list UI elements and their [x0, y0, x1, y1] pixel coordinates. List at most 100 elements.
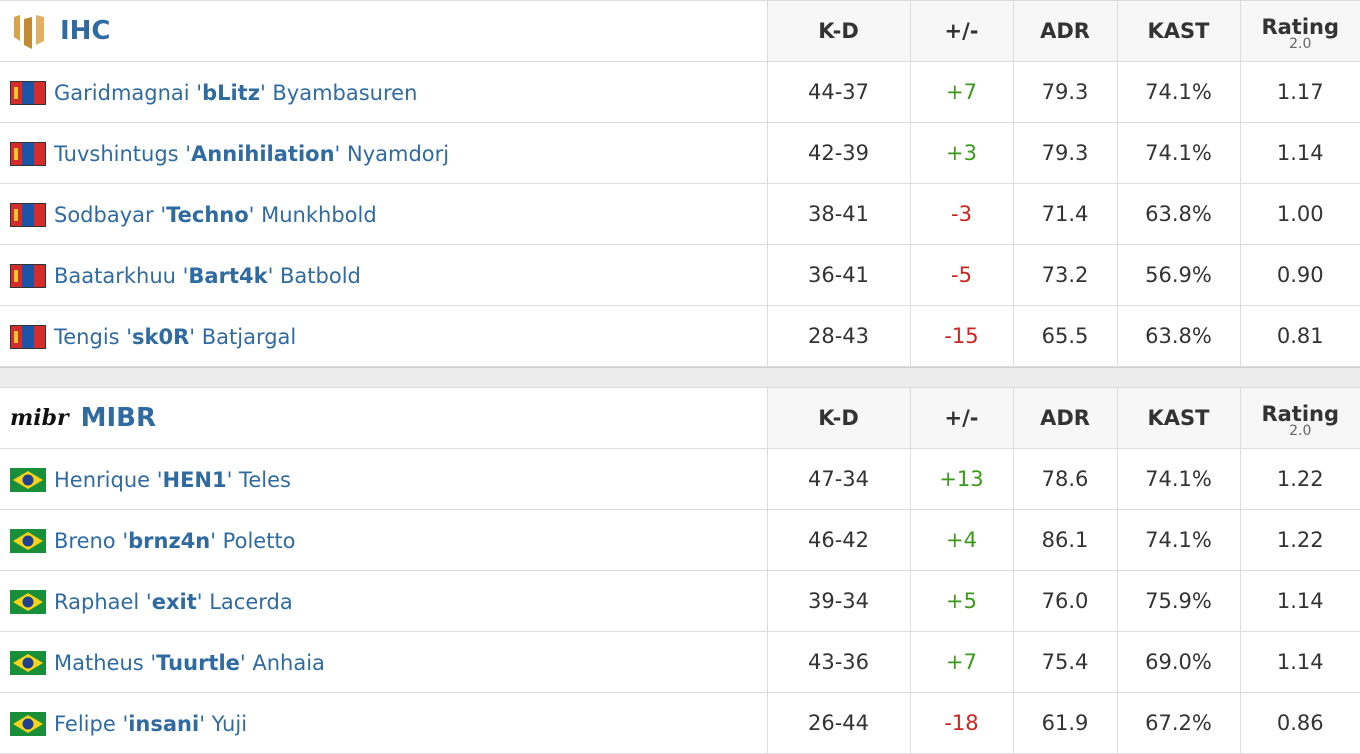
plus-minus: -15 — [944, 324, 978, 348]
player-cell: Matheus 'Tuurtle' Anhaia — [0, 632, 767, 693]
stat-cell: 86.1 — [1013, 510, 1117, 571]
kast: 74.1% — [1145, 141, 1212, 165]
stat-cell: 76.0 — [1013, 571, 1117, 632]
header-label: ADR — [1040, 19, 1090, 43]
player-name[interactable]: Henrique 'HEN1' Teles — [54, 468, 291, 492]
stat-cell: -18 — [910, 693, 1013, 754]
column-header: KAST — [1117, 1, 1240, 62]
name-before: Felipe ' — [54, 712, 128, 736]
flag-brazil — [10, 529, 46, 553]
stat-cell: +13 — [910, 449, 1013, 510]
stat-cell: 38-41 — [767, 184, 910, 245]
name-after: ' Munkhbold — [249, 203, 377, 227]
player-name[interactable]: Matheus 'Tuurtle' Anhaia — [54, 651, 325, 675]
rating: 1.22 — [1277, 467, 1324, 491]
player-cell: Garidmagnai 'bLitz' Byambasuren — [0, 62, 767, 123]
stat-cell: 1.14 — [1240, 123, 1360, 184]
kast: 63.8% — [1145, 324, 1212, 348]
player-name[interactable]: Breno 'brnz4n' Poletto — [54, 529, 296, 553]
stat-cell: 67.2% — [1117, 693, 1240, 754]
nickname: insani — [128, 712, 199, 736]
player-cell: Breno 'brnz4n' Poletto — [0, 510, 767, 571]
header-label: KAST — [1148, 19, 1210, 43]
name-after: ' Yuji — [199, 712, 247, 736]
rating: 1.17 — [1277, 80, 1324, 104]
stat-cell: +7 — [910, 62, 1013, 123]
flag-mongolia — [10, 81, 46, 105]
player-name[interactable]: Garidmagnai 'bLitz' Byambasuren — [54, 81, 417, 105]
player-name[interactable]: Sodbayar 'Techno' Munkhbold — [54, 203, 377, 227]
player-name[interactable]: Baatarkhuu 'Bart4k' Batbold — [54, 264, 361, 288]
kast: 74.1% — [1145, 528, 1212, 552]
flag-brazil — [10, 590, 46, 614]
name-before: Baatarkhuu ' — [54, 264, 188, 288]
plus-minus: +13 — [939, 467, 983, 491]
stat-cell: 79.3 — [1013, 123, 1117, 184]
plus-minus: +7 — [946, 650, 977, 674]
kd: 36-41 — [808, 263, 869, 287]
stat-cell: 1.14 — [1240, 632, 1360, 693]
kast: 69.0% — [1145, 650, 1212, 674]
column-header: +/- — [910, 388, 1013, 449]
stat-cell: 71.4 — [1013, 184, 1117, 245]
stat-cell: 1.22 — [1240, 510, 1360, 571]
name-before: Breno ' — [54, 529, 128, 553]
kd: 38-41 — [808, 202, 869, 226]
name-before: Garidmagnai ' — [54, 81, 202, 105]
adr: 79.3 — [1042, 80, 1089, 104]
player-name[interactable]: Tengis 'sk0R' Batjargal — [54, 325, 296, 349]
stat-cell: 47-34 — [767, 449, 910, 510]
kd: 44-37 — [808, 80, 869, 104]
nickname: Tuurtle — [156, 651, 240, 675]
column-header: K-D — [767, 388, 910, 449]
player-cell: Felipe 'insani' Yuji — [0, 693, 767, 754]
stat-cell: 73.2 — [1013, 245, 1117, 306]
stat-cell: -15 — [910, 306, 1013, 367]
plus-minus: +5 — [946, 589, 977, 613]
stat-cell: 0.86 — [1240, 693, 1360, 754]
header-label: Rating — [1241, 16, 1360, 38]
kd: 26-44 — [808, 711, 869, 735]
flag-brazil — [10, 712, 46, 736]
name-after: ' Poletto — [210, 529, 295, 553]
player-name[interactable]: Felipe 'insani' Yuji — [54, 712, 247, 736]
name-before: Sodbayar ' — [54, 203, 166, 227]
team-name[interactable]: IHC — [60, 16, 111, 46]
adr: 76.0 — [1042, 589, 1089, 613]
stat-cell: 78.6 — [1013, 449, 1117, 510]
flag-mongolia — [10, 264, 46, 288]
stat-cell: -3 — [910, 184, 1013, 245]
kd: 42-39 — [808, 141, 869, 165]
name-after: ' Batjargal — [189, 325, 296, 349]
adr: 61.9 — [1042, 711, 1089, 735]
player-name[interactable]: Raphael 'exit' Lacerda — [54, 590, 293, 614]
stat-cell: +3 — [910, 123, 1013, 184]
name-before: Matheus ' — [54, 651, 156, 675]
kd: 28-43 — [808, 324, 869, 348]
team-name[interactable]: MIBR — [81, 403, 156, 433]
nickname: Bart4k — [188, 264, 267, 288]
stat-cell: +7 — [910, 632, 1013, 693]
flag-mongolia — [10, 325, 46, 349]
plus-minus: +7 — [946, 80, 977, 104]
flag-mongolia — [10, 142, 46, 166]
nickname: Techno — [166, 203, 249, 227]
adr: 79.3 — [1042, 141, 1089, 165]
stat-cell: 1.00 — [1240, 184, 1360, 245]
stat-cell: 65.5 — [1013, 306, 1117, 367]
stat-cell: 0.90 — [1240, 245, 1360, 306]
adr: 78.6 — [1042, 467, 1089, 491]
rating: 1.14 — [1277, 589, 1324, 613]
player-cell: Henrique 'HEN1' Teles — [0, 449, 767, 510]
player-name[interactable]: Tuvshintugs 'Annihilation' Nyamdorj — [54, 142, 449, 166]
nickname: HEN1 — [163, 468, 227, 492]
header-label: K-D — [818, 19, 859, 43]
header-label: Rating — [1241, 403, 1360, 425]
stat-cell: 36-41 — [767, 245, 910, 306]
name-after: ' Batbold — [268, 264, 361, 288]
column-header: ADR — [1013, 1, 1117, 62]
